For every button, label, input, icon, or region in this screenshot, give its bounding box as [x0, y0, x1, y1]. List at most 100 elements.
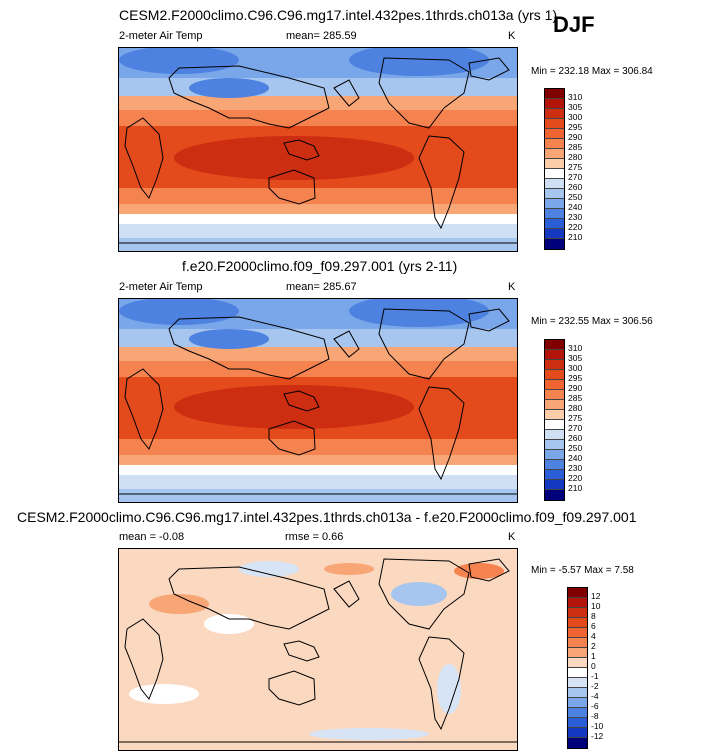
panel-2-mean: mean= 285.67 [286, 281, 357, 293]
panel-1-colorbar-tick: 275 [568, 162, 583, 172]
season-label: DJF [553, 12, 595, 37]
panel-1-colorbar-cell [545, 199, 564, 209]
panel-3-map [118, 548, 518, 751]
panel-3-colorbar-cell [568, 718, 587, 728]
panel-1-colorbar-tick: 280 [568, 152, 583, 162]
panel-3-colorbar [567, 587, 588, 749]
panel-3-colorbar-cell [568, 658, 587, 668]
panel-3-colorbar-tick: 10 [591, 601, 601, 611]
panel-1-variable: 2-meter Air Temp [119, 30, 203, 42]
panel-1-colorbar-cell [545, 149, 564, 159]
panel-1-colorbar-tick: 260 [568, 182, 583, 192]
panel-2-variable: 2-meter Air Temp [119, 281, 203, 293]
panel-1-units: K [508, 30, 516, 42]
panel-2-colorbar-cell [545, 430, 564, 440]
panel-1-colorbar-cell [545, 89, 564, 99]
panel-1-colorbar-cell [545, 99, 564, 109]
panel-2-colorbar-cell [545, 440, 564, 450]
panel-2-colorbar [544, 339, 565, 501]
panel-3-colorbar-tick: 1 [591, 651, 596, 661]
panel-1-colorbar-tick: 250 [568, 192, 583, 202]
panel-2-colorbar-cell [545, 490, 564, 500]
panel-3-mean: mean = -0.08 [119, 531, 185, 543]
panel-3-minmax: Min = -5.57 Max = 7.58 [531, 565, 634, 576]
panel-1-mean: mean= 285.59 [286, 30, 357, 42]
panel-3-colorbar-tick: -4 [591, 691, 599, 701]
panel-3-colorbar-tick: 8 [591, 611, 596, 621]
panel-3-colorbar-cell [568, 698, 587, 708]
panel-1-colorbar-tick: 220 [568, 222, 583, 232]
panel-1-colorbar-cell [545, 119, 564, 129]
panel-2-colorbar-tick: 230 [568, 463, 583, 473]
panel-2-colorbar-tick: 295 [568, 373, 583, 383]
panel-2-colorbar-cell [545, 460, 564, 470]
panel-3-colorbar-cell [568, 608, 587, 618]
panel-2-colorbar-cell [545, 400, 564, 410]
panel-2-title: f.e20.F2000climo.f09_f09.297.001 (yrs 2-… [182, 258, 458, 274]
panel-1-colorbar-cell [545, 129, 564, 139]
panel-3-colorbar-tick: 6 [591, 621, 596, 631]
panel-2-colorbar-cell [545, 340, 564, 350]
panel-3-colorbar-cell [568, 598, 587, 608]
panel-2-colorbar-tick: 250 [568, 443, 583, 453]
panel-3-field [119, 549, 517, 750]
panel-2-colorbar-tick: 270 [568, 423, 583, 433]
panel-1-colorbar-tick: 210 [568, 232, 583, 242]
panel-1-title: CESM2.F2000climo.C96.C96.mg17.intel.432p… [119, 7, 558, 23]
panel-2-colorbar-cell [545, 360, 564, 370]
panel-3-rmse: rmse = 0.66 [285, 531, 344, 543]
panel-3-colorbar-ticks: 12 10 8 6 4 2 1 0 -1 -2 -4 -6 -8 -10 -12 [591, 587, 621, 749]
panel-3-colorbar-cell [568, 638, 587, 648]
panel-1-colorbar-cell [545, 219, 564, 229]
panel-2-map [118, 298, 518, 503]
panel-1-colorbar-cell [545, 139, 564, 149]
panel-1-colorbar-tick: 240 [568, 202, 583, 212]
panel-3-colorbar-tick: -8 [591, 711, 599, 721]
panel-2-colorbar-cell [545, 380, 564, 390]
panel-1-map [118, 47, 518, 252]
panel-1-colorbar-tick: 300 [568, 112, 583, 122]
panel-3-colorbar-tick: 12 [591, 591, 601, 601]
panel-1-colorbar-cell [545, 229, 564, 239]
panel-3-colorbar-tick: -10 [591, 721, 604, 731]
panel-1-colorbar-cell [545, 179, 564, 189]
panel-1-colorbar-tick: 285 [568, 142, 583, 152]
panel-2-colorbar-tick: 260 [568, 433, 583, 443]
panel-1-colorbar-tick: 270 [568, 172, 583, 182]
panel-1-colorbar-tick: 310 [568, 92, 583, 102]
panel-1-colorbar-tick: 295 [568, 122, 583, 132]
panel-2-colorbar-tick: 275 [568, 413, 583, 423]
panel-3-colorbar-tick: -6 [591, 701, 599, 711]
panel-3-colorbar-cell [568, 728, 587, 738]
panel-2-colorbar-cell [545, 390, 564, 400]
panel-2-colorbar-ticks: 310 305 300 295 290 285 280 275 270 260 … [568, 339, 598, 501]
panel-1-colorbar-cell [545, 239, 564, 249]
panel-3-colorbar-cell [568, 708, 587, 718]
panel-1-minmax: Min = 232.18 Max = 306.84 [531, 66, 653, 77]
panel-2-colorbar-tick: 285 [568, 393, 583, 403]
panel-3-title: CESM2.F2000climo.C96.C96.mg17.intel.432p… [17, 509, 637, 525]
panel-3-colorbar-cell [568, 678, 587, 688]
panel-2-colorbar-tick: 305 [568, 353, 583, 363]
panel-1-colorbar-tick: 305 [568, 102, 583, 112]
panel-1-colorbar-cell [545, 189, 564, 199]
panel-3-colorbar-tick: -2 [591, 681, 599, 691]
panel-3-colorbar-cell [568, 668, 587, 678]
panel-2-minmax: Min = 232.55 Max = 306.56 [531, 316, 653, 327]
panel-1-colorbar-tick: 290 [568, 132, 583, 142]
panel-3-colorbar-tick: -12 [591, 731, 604, 741]
panel-1-colorbar-cell [545, 169, 564, 179]
panel-2-colorbar-cell [545, 480, 564, 490]
panel-3-colorbar-cell [568, 688, 587, 698]
panel-1-field [119, 48, 517, 251]
panel-2-colorbar-tick: 300 [568, 363, 583, 373]
panel-3-colorbar-cell [568, 738, 587, 748]
panel-3-colorbar-tick: 2 [591, 641, 596, 651]
panel-2-colorbar-cell [545, 370, 564, 380]
panel-3-units: K [508, 531, 516, 543]
panel-2-colorbar-tick: 310 [568, 343, 583, 353]
panel-3-colorbar-tick: 0 [591, 661, 596, 671]
panel-2-field [119, 299, 517, 502]
panel-2-colorbar-tick: 220 [568, 473, 583, 483]
panel-3-colorbar-tick: 4 [591, 631, 596, 641]
